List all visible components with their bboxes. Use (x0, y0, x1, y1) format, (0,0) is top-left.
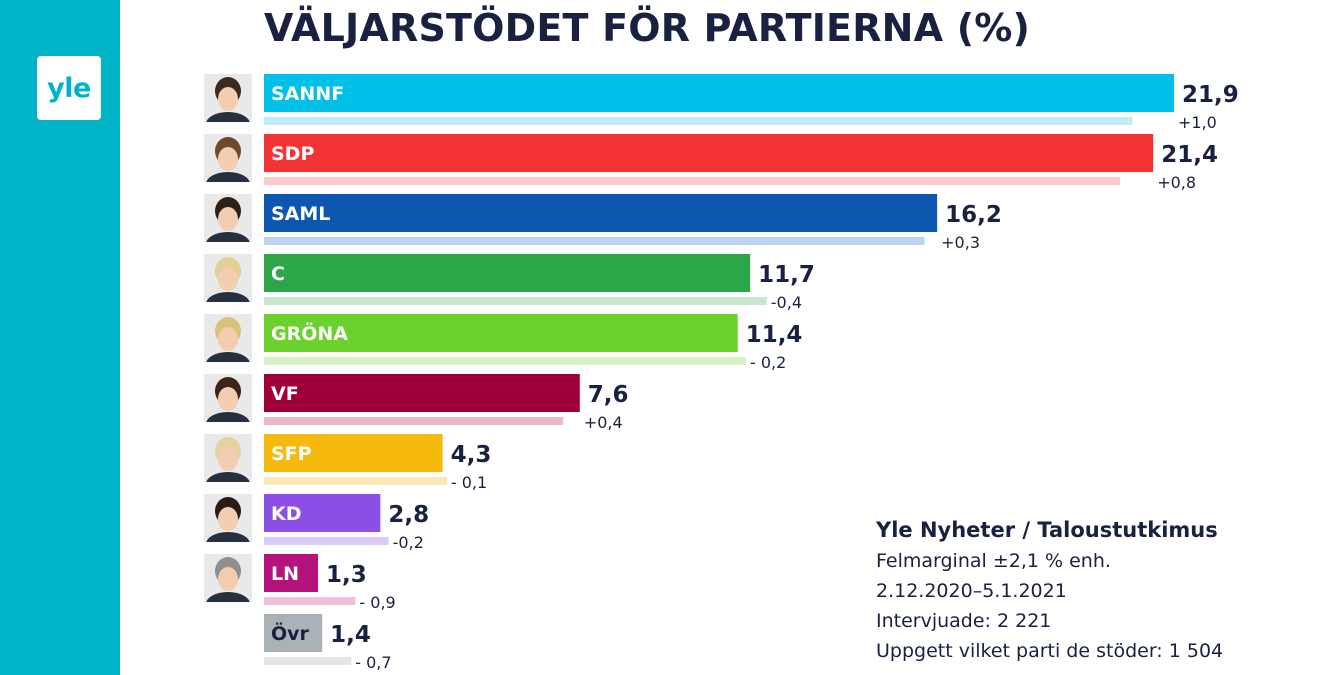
value-label-c: 11,7 (758, 262, 815, 288)
bar-label-vf: VF (271, 383, 299, 405)
avatar-gr-na (204, 314, 252, 362)
avatar-sannf (204, 74, 252, 122)
bar--vr (264, 614, 323, 652)
prev-bar-saml (264, 237, 925, 245)
source-text: Yle Nyheter / Taloustutkimus (876, 518, 1218, 542)
prev-bar-kd (264, 537, 389, 545)
avatar-kd (204, 494, 252, 542)
bar-label--vr: Övr (271, 621, 310, 645)
prev-bar-sdp (264, 177, 1120, 185)
value-label-vf: 7,6 (588, 382, 629, 408)
value-label-saml: 16,2 (945, 202, 1002, 228)
bar-sannf (264, 74, 1174, 112)
bar-c (264, 254, 751, 292)
bar-gr-na (264, 314, 738, 352)
bar-sfp (264, 434, 443, 472)
change-label-kd: -0,2 (393, 533, 424, 552)
change-label-sfp: - 0,1 (451, 473, 487, 492)
margin-of-error-text: Felmarginal ±2,1 % enh. (876, 550, 1111, 572)
bar-label-kd: KD (271, 503, 302, 525)
change-label-c: -0,4 (771, 293, 802, 312)
prev-bar-vf (264, 417, 564, 425)
bar-ln (264, 554, 319, 592)
change-label-sannf: +1,0 (1178, 113, 1217, 132)
sidebar-band: yle (0, 0, 120, 675)
value-label-ln: 1,3 (326, 562, 367, 588)
avatar-saml (204, 194, 252, 242)
value-label-sfp: 4,3 (451, 442, 492, 468)
value-label-sannf: 21,9 (1182, 82, 1239, 108)
bar-kd (264, 494, 381, 532)
bar-sdp (264, 134, 1154, 172)
bar-label-sannf: SANNF (271, 83, 344, 105)
bar-label-saml: SAML (271, 203, 330, 225)
chart-title: VÄLJARSTÖDET FÖR PARTIERNA (%) (264, 6, 1031, 50)
bar-vf (264, 374, 580, 412)
avatar-ln (204, 554, 252, 602)
avatar-c (204, 254, 252, 302)
value-label--vr: 1,4 (330, 622, 371, 648)
prev-bar-sannf (264, 117, 1133, 125)
change-label--vr: - 0,7 (355, 653, 391, 672)
avatar-sfp (204, 434, 252, 482)
info-box: Yle Nyheter / Taloustutkimus Felmarginal… (876, 514, 1306, 666)
value-label-gr-na: 11,4 (746, 322, 803, 348)
survey-period-text: 2.12.2020–5.1.2021 (876, 580, 1067, 602)
bar-label-ln: LN (271, 563, 299, 585)
change-label-gr-na: - 0,2 (750, 353, 786, 372)
prev-bar-gr-na (264, 357, 747, 365)
prev-bar--vr (264, 657, 352, 665)
yle-logo[interactable]: yle (37, 56, 101, 120)
bar-label-c: C (271, 263, 285, 285)
value-label-kd: 2,8 (388, 502, 429, 528)
interviewed-count-text: Intervjuade: 2 221 (876, 610, 1052, 632)
change-label-sdp: +0,8 (1157, 173, 1196, 192)
prev-bar-c (264, 297, 767, 305)
avatar-sdp (204, 134, 252, 182)
prev-bar-ln (264, 597, 356, 605)
stated-party-count-text: Uppgett vilket parti de stöder: 1 504 (876, 640, 1224, 662)
change-label-ln: - 0,9 (359, 593, 395, 612)
bar-label-sfp: SFP (271, 443, 312, 465)
value-label-sdp: 21,4 (1161, 142, 1218, 168)
bar-label-sdp: SDP (271, 143, 314, 165)
bar-saml (264, 194, 938, 232)
prev-bar-sfp (264, 477, 447, 485)
change-label-vf: +0,4 (584, 413, 623, 432)
avatar-vf (204, 374, 252, 422)
bar-label-gr-na: GRÖNA (271, 321, 348, 345)
change-label-saml: +0,3 (941, 233, 980, 252)
